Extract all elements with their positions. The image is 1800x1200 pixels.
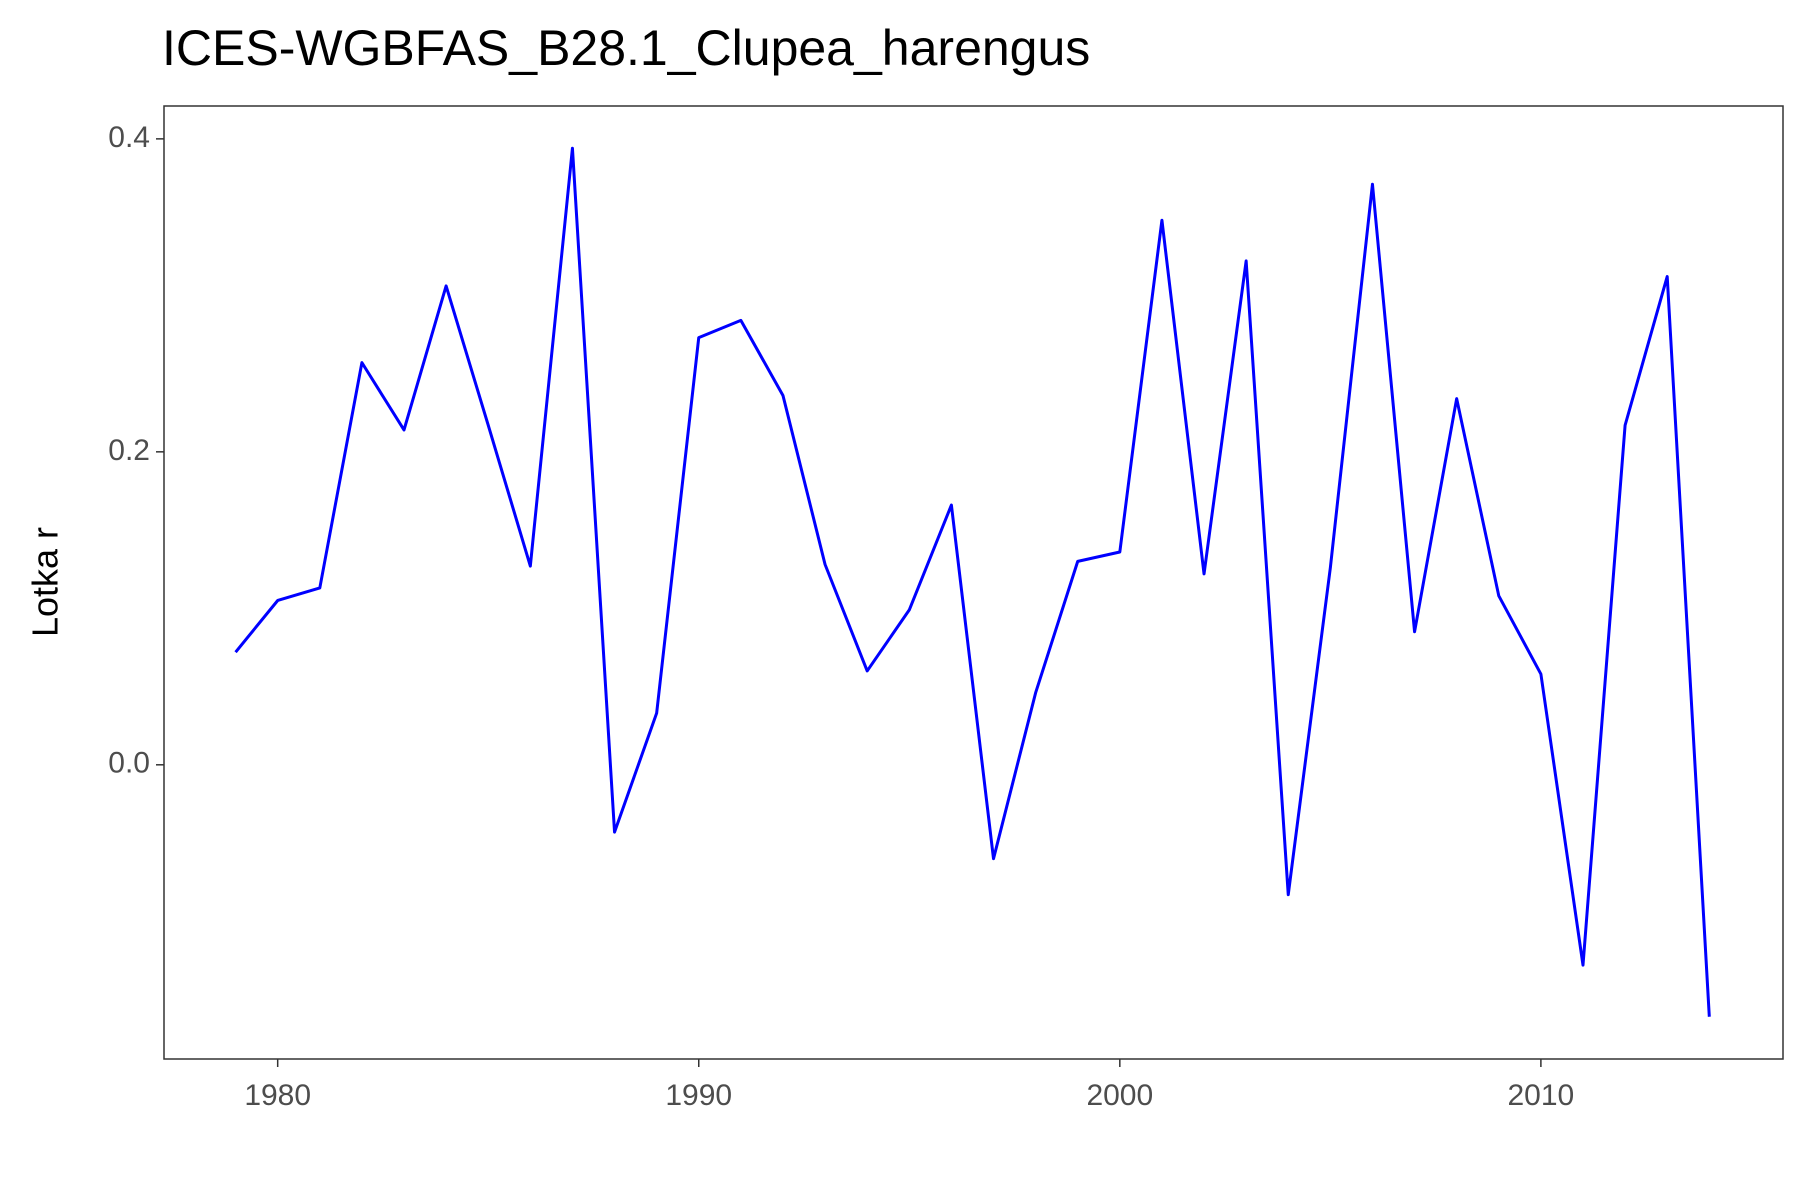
chart-title: ICES-WGBFAS_B28.1_Clupea_harengus <box>162 20 1090 76</box>
y-tick-label: 0.2 <box>108 434 150 467</box>
y-tick-label: 0.0 <box>108 747 150 780</box>
line <box>234 146 1711 1017</box>
y-axis-label: Lotka r <box>25 527 66 637</box>
panel-border <box>163 105 1784 1060</box>
x-tick-label: 1980 <box>244 1079 311 1112</box>
x-tick-label: 2000 <box>1086 1079 1153 1112</box>
y-tick-label: 0.4 <box>108 121 150 154</box>
x-tick-label: 2010 <box>1508 1079 1575 1112</box>
x-tick-label: 1990 <box>665 1079 732 1112</box>
